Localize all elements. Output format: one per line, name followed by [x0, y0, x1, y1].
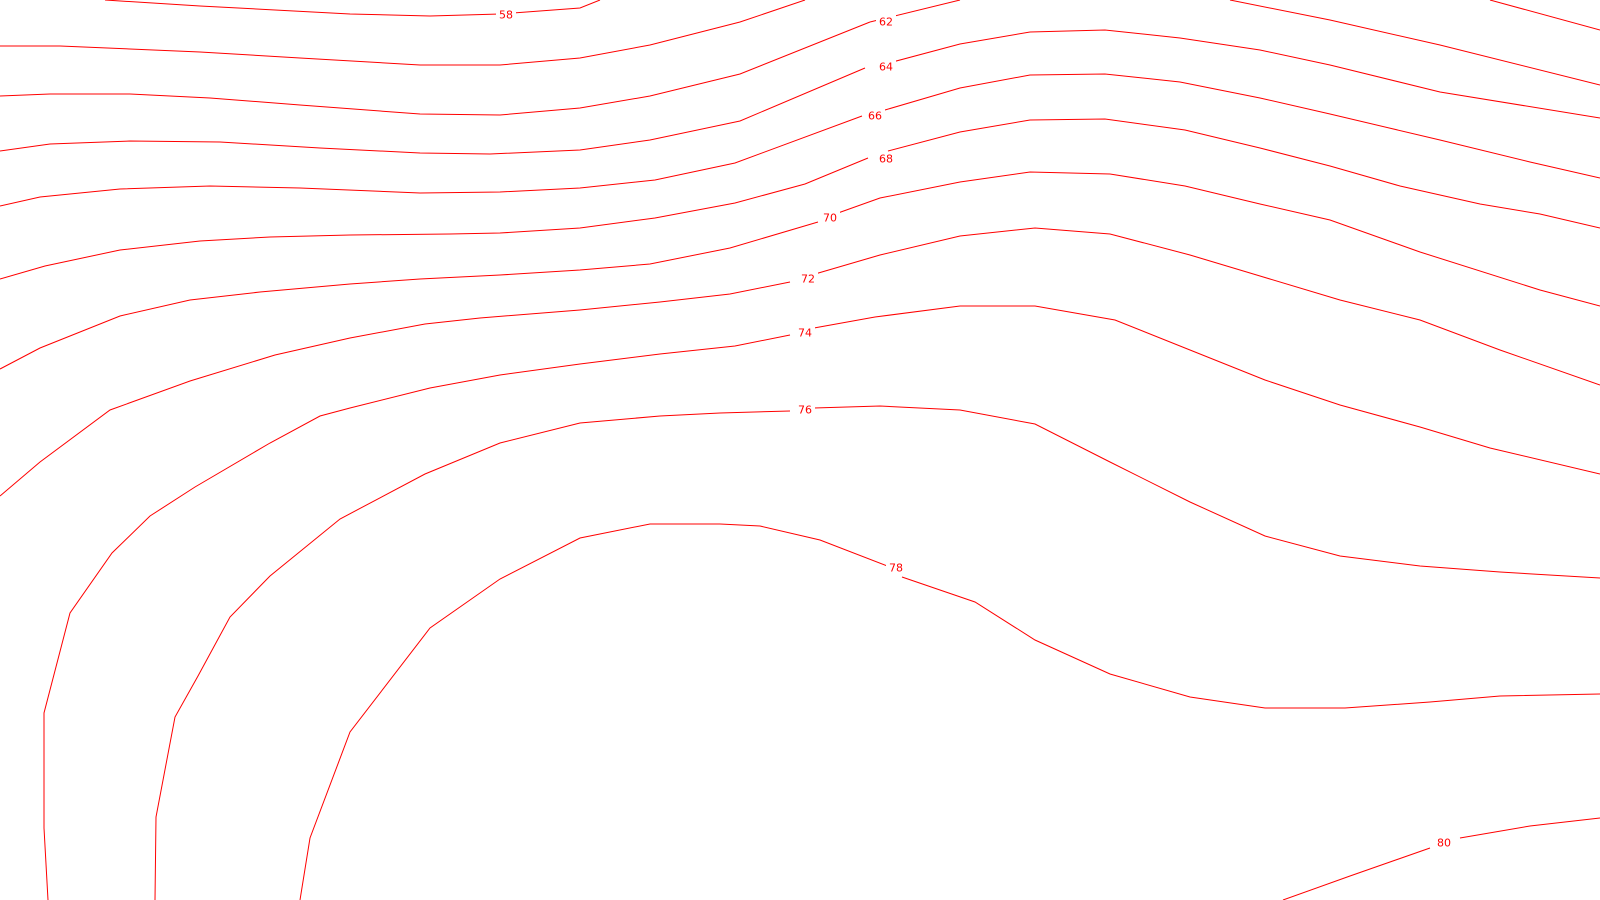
contour-label-72: 72: [798, 272, 818, 286]
label-78: 78: [889, 562, 903, 575]
label-72: 72: [801, 273, 815, 286]
contour-line: [884, 29, 1600, 119]
contour-line: [813, 305, 1600, 475]
label-58: 58: [499, 9, 513, 22]
contour-line: [0, 21, 871, 116]
contour-line: [884, 73, 1600, 179]
contour-line: [837, 171, 1600, 307]
contour-label-70: 70: [820, 211, 840, 225]
contour-label-58: 58: [496, 8, 516, 22]
contour-line: [1459, 817, 1600, 839]
contour-line: [1282, 847, 1431, 900]
contour-line: [0, 0, 806, 66]
label-76: 76: [798, 404, 812, 417]
label-70: 70: [823, 212, 837, 225]
contour-line: [299, 523, 891, 900]
contour-line: [0, 157, 869, 280]
contour-label-76: 76: [795, 403, 815, 417]
contour-line: [813, 405, 1600, 579]
label-64: 64: [879, 61, 893, 74]
contour-line: [0, 221, 819, 370]
contour-line: [0, 115, 863, 207]
contour-line: [0, 67, 866, 155]
label-74: 74: [798, 327, 812, 340]
label-68: 68: [879, 153, 893, 166]
contour-line: [43, 334, 791, 900]
contour-line: [901, 576, 1600, 709]
contour-line: [1489, 0, 1600, 31]
contour-label-78: 78: [886, 561, 906, 575]
contour-line: [814, 227, 1600, 386]
label-66: 66: [868, 110, 882, 123]
label-62: 62: [879, 16, 893, 29]
contour-line: [887, 118, 1600, 229]
contour-label-64: 64: [876, 60, 896, 74]
contour-label-80: 80: [1434, 836, 1454, 850]
contour-line: [154, 410, 791, 900]
contour-label-66: 66: [865, 109, 885, 123]
label-80: 80: [1437, 837, 1451, 850]
contour-label-68: 68: [876, 152, 896, 166]
contour-line: [104, 0, 601, 17]
contour-line: [0, 281, 791, 497]
contour-label-74: 74: [795, 326, 815, 340]
contour-line: [1229, 0, 1600, 86]
contour-label-62: 62: [876, 15, 896, 29]
contour-labels: 58 62 64 66 68 70 72 74: [496, 8, 1454, 850]
